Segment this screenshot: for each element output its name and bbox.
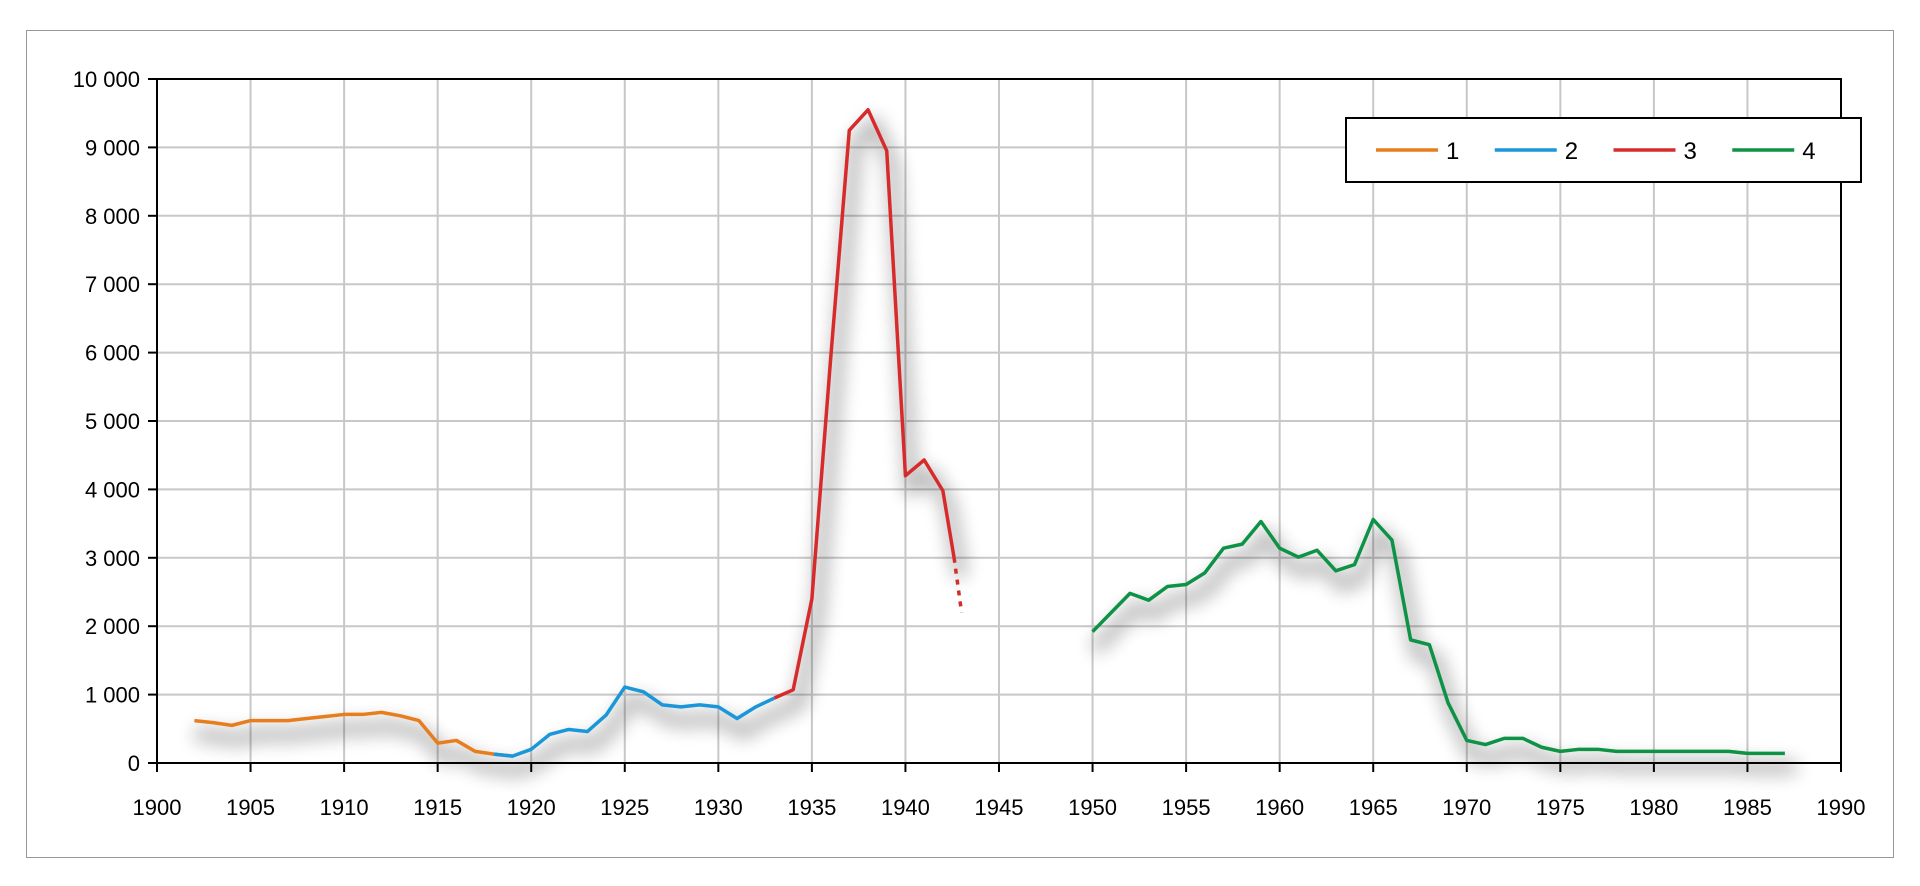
- x-tick-label: 1905: [226, 795, 275, 820]
- x-tick-label: 1945: [975, 795, 1024, 820]
- y-tick-label: 10 000: [73, 67, 140, 92]
- x-tick-label: 1965: [1349, 795, 1398, 820]
- series-2-line: [493, 685, 776, 758]
- series-2-shadow: [492, 694, 788, 778]
- y-tick-label: 2 000: [85, 614, 140, 639]
- legend-label-3: 3: [1684, 138, 1697, 165]
- y-tick-label: 4 000: [85, 477, 140, 502]
- x-tick-label: 1925: [600, 795, 649, 820]
- legend-label-1: 1: [1446, 138, 1459, 165]
- x-tick-label: 1935: [787, 795, 836, 820]
- legend-label-4: 4: [1802, 138, 1815, 165]
- x-tick-label: 1975: [1536, 795, 1585, 820]
- y-tick-label: 5 000: [85, 409, 140, 434]
- x-tick-label: 1985: [1723, 795, 1772, 820]
- x-tick-label: 1900: [133, 795, 182, 820]
- x-tick-label: 1915: [413, 795, 462, 820]
- x-tick-label: 1920: [507, 795, 556, 820]
- x-tick-label: 1960: [1255, 795, 1304, 820]
- y-tick-label: 7 000: [85, 272, 140, 297]
- legend: 1 2 3 4: [1345, 117, 1862, 183]
- series-lines: [194, 108, 1785, 758]
- y-axis: 0 1 000 2 000 3 000 4 000 5 000 6 000 7 000 8 00…: [73, 67, 157, 776]
- x-tick-label: 1930: [694, 795, 743, 820]
- y-tick-label: 8 000: [85, 204, 140, 229]
- series-1-shadow: [193, 719, 526, 778]
- x-tick-label: 1970: [1442, 795, 1491, 820]
- y-tick-label: 0: [128, 751, 140, 776]
- x-axis: 1900 1905 1910 1915 1920 1925 1930 1935 1940 1945…: [133, 763, 1866, 820]
- x-tick-label: 1990: [1817, 795, 1866, 820]
- series-4-line: [1091, 517, 1785, 756]
- y-tick-label: 1 000: [85, 683, 140, 708]
- x-tick-label: 1950: [1068, 795, 1117, 820]
- series-1-line: [194, 710, 513, 758]
- grid-lines: [156, 78, 1842, 764]
- y-tick-label: 9 000: [85, 135, 140, 160]
- x-tick-label: 1980: [1629, 795, 1678, 820]
- y-tick-label: 6 000: [85, 341, 140, 366]
- x-tick-label: 1955: [1162, 795, 1211, 820]
- series-3-dashed-extension: [952, 557, 964, 613]
- x-tick-label: 1940: [881, 795, 930, 820]
- x-tick-label: 1910: [320, 795, 369, 820]
- legend-label-2: 2: [1565, 138, 1578, 165]
- y-tick-label: 3 000: [85, 546, 140, 571]
- series-3-line: [773, 108, 956, 700]
